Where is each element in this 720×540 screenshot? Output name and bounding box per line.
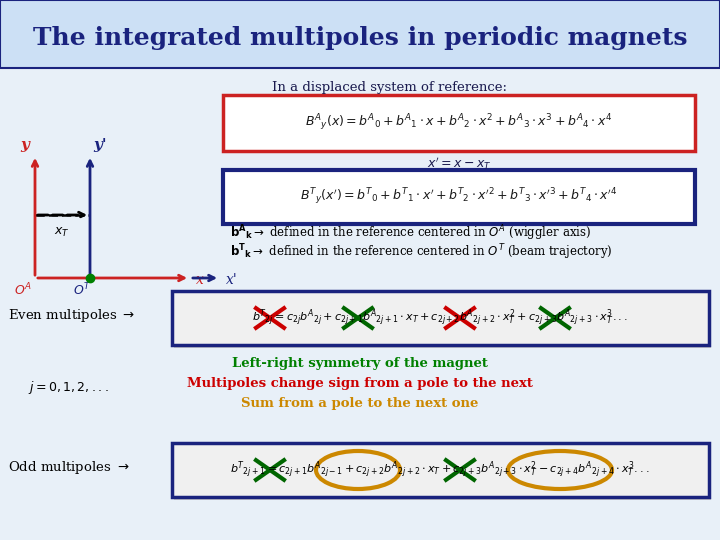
FancyBboxPatch shape	[0, 0, 720, 68]
Text: $j=0,1,2,...$: $j=0,1,2,...$	[28, 380, 109, 396]
Text: $x^{\prime}=x-x_T$: $x^{\prime}=x-x_T$	[427, 156, 491, 172]
Text: $B^T{}_y(x^{\prime})=b^T{}_0+b^T{}_1\cdot x^{\prime}+b^T{}_2\cdot x^{\prime2}+b^: $B^T{}_y(x^{\prime})=b^T{}_0+b^T{}_1\cdo…	[300, 187, 618, 207]
Text: The integrated multipoles in periodic magnets: The integrated multipoles in periodic ma…	[32, 26, 688, 50]
Text: x': x'	[226, 273, 238, 287]
Text: y: y	[21, 138, 30, 152]
Text: $b^T{}_{2j+1}=c_{2j+1}b^A{}_{2j-1}+c_{2j+2}b^A{}_{2j+2}\cdot x_T+c_{2j+3}b^A{}_{: $b^T{}_{2j+1}=c_{2j+1}b^A{}_{2j-1}+c_{2j…	[230, 460, 649, 481]
Text: x: x	[196, 273, 204, 287]
FancyBboxPatch shape	[172, 291, 709, 345]
FancyBboxPatch shape	[223, 95, 695, 151]
Text: $O^T$: $O^T$	[73, 282, 91, 298]
FancyBboxPatch shape	[223, 170, 695, 224]
Text: $\mathbf{b^T{}_k} \rightarrow$ defined in the reference centered in $O^T$ (beam : $\mathbf{b^T{}_k} \rightarrow$ defined i…	[230, 242, 613, 262]
FancyBboxPatch shape	[172, 443, 709, 497]
Text: $B^A{}_y(x)=b^A{}_0+b^A{}_1\cdot x+b^A{}_2\cdot x^2+b^A{}_3\cdot x^3+b^A{}_4\cdo: $B^A{}_y(x)=b^A{}_0+b^A{}_1\cdot x+b^A{}…	[305, 113, 613, 133]
Text: Odd multipoles $\rightarrow$: Odd multipoles $\rightarrow$	[8, 458, 130, 476]
Text: Left-right symmetry of the magnet: Left-right symmetry of the magnet	[232, 356, 488, 369]
Text: y': y'	[94, 138, 107, 152]
Text: $O^A$: $O^A$	[14, 282, 32, 298]
FancyBboxPatch shape	[174, 446, 711, 500]
Text: In a displaced system of reference:: In a displaced system of reference:	[272, 82, 508, 94]
Text: Sum from a pole to the next one: Sum from a pole to the next one	[241, 396, 479, 409]
FancyBboxPatch shape	[174, 294, 711, 348]
Text: $\mathbf{b^A{}_k} \rightarrow$ defined in the reference centered in $O^A$ (wiggl: $\mathbf{b^A{}_k} \rightarrow$ defined i…	[230, 223, 591, 243]
Text: $b^T{}_{2j}=c_{2j}b^A{}_{2j}+c_{2j+1}b^A{}_{2j+1}\cdot x_T+c_{2j+2}b^A{}_{2j+2}\: $b^T{}_{2j}=c_{2j}b^A{}_{2j}+c_{2j+1}b^A…	[252, 307, 628, 328]
Text: Even multipoles $\rightarrow$: Even multipoles $\rightarrow$	[8, 307, 135, 323]
Text: $x_T$: $x_T$	[54, 226, 70, 239]
Text: Multipoles change sign from a pole to the next: Multipoles change sign from a pole to th…	[187, 376, 533, 389]
